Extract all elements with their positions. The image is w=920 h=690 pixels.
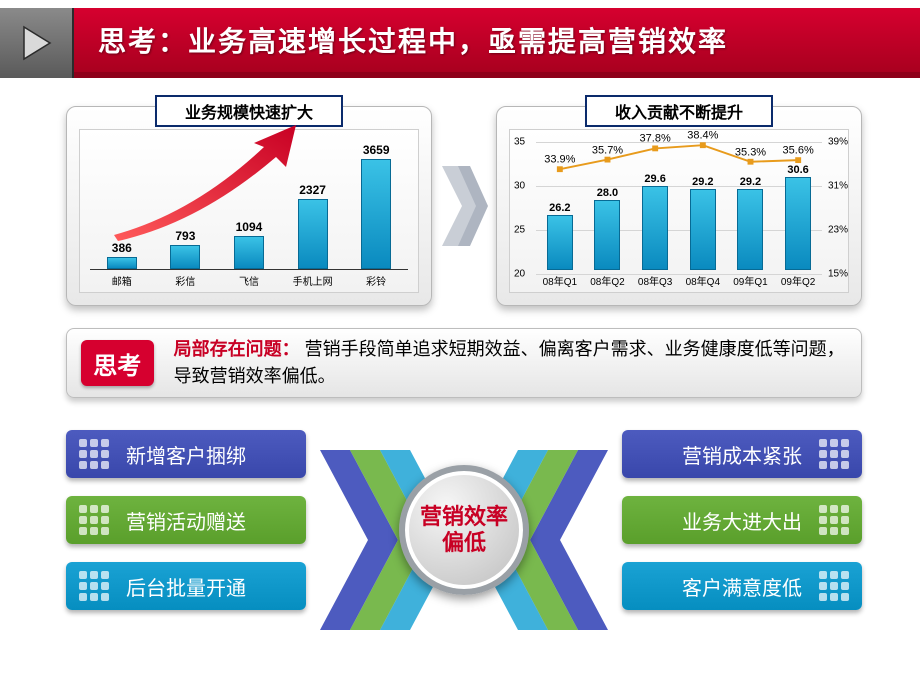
- think-highlight: 局部存在问题：: [174, 339, 300, 359]
- pill-label: 营销成本紧张: [622, 440, 816, 469]
- chart2-bar: [547, 215, 573, 270]
- chart2-yright-label: 39%: [828, 137, 848, 148]
- chart2-category-label: 08年Q2: [587, 273, 627, 288]
- dots-icon: [76, 571, 112, 601]
- chart2-yleft-label: 35: [514, 137, 525, 148]
- chart2-bar: [785, 177, 811, 270]
- center-label: 营销效率偏低: [420, 504, 508, 557]
- chart2-bar: [594, 200, 620, 270]
- chart2-title: 收入贡献不断提升: [585, 95, 773, 127]
- dots-icon: [76, 439, 112, 469]
- chart1-bar: [361, 159, 391, 269]
- right-pill-0: 营销成本紧张: [622, 430, 862, 478]
- chart2-category-label: 08年Q1: [540, 273, 580, 288]
- chart2-line-label: 37.8%: [640, 133, 671, 145]
- chart1-category-label: 邮箱: [99, 273, 145, 288]
- chart2-bar: [642, 186, 668, 270]
- chart1-bar: [170, 245, 200, 269]
- chart2-yright-label: 23%: [828, 225, 848, 236]
- chart2-value-label: 26.2: [549, 202, 570, 214]
- pill-label: 新增客户捆绑: [112, 440, 306, 469]
- pill-label: 营销活动赠送: [112, 506, 306, 535]
- chart2-category-label: 09年Q1: [730, 273, 770, 288]
- dots-icon: [76, 505, 112, 535]
- chart2-value-label: 29.2: [740, 176, 761, 188]
- chart-row: 业务规模快速扩大 386 793 1094 2327 3659: [66, 106, 862, 306]
- flow-section: 新增客户捆绑营销活动赠送后台批量开通 营销成本紧张业务大进大出客户满意度低 营销…: [66, 430, 862, 640]
- pill-label: 后台批量开通: [112, 572, 306, 601]
- chart2-value-label: 30.6: [787, 164, 808, 176]
- chart1-category-label: 飞信: [226, 273, 272, 288]
- chart1-value-label: 793: [175, 229, 195, 243]
- chart2-line-label: 35.6%: [783, 145, 814, 157]
- think-text: 局部存在问题： 营销手段简单追求短期效益、偏离客户需求、业务健康度低等问题，导致…: [174, 336, 861, 390]
- chart1-body: 386 793 1094 2327 3659 邮箱 彩信 飞信 手机上网 彩铃: [79, 129, 419, 293]
- left-pill-1: 营销活动赠送: [66, 496, 306, 544]
- chart1-value-label: 3659: [363, 143, 390, 157]
- chevron-divider-icon: [432, 146, 496, 266]
- chart2-value-label: 29.2: [692, 176, 713, 188]
- play-icon[interactable]: [0, 8, 74, 78]
- left-pill-0: 新增客户捆绑: [66, 430, 306, 478]
- chart2-category-label: 08年Q3: [635, 273, 675, 288]
- chart2-bar: [690, 189, 716, 270]
- chart1-value-label: 2327: [299, 183, 326, 197]
- think-box: 思考 局部存在问题： 营销手段简单追求短期效益、偏离客户需求、业务健康度低等问题…: [66, 328, 862, 398]
- chart1-bar: [107, 257, 137, 269]
- pill-label: 业务大进大出: [622, 506, 816, 535]
- chart2-body: 2025303515%23%31%39%26.2 28.0 29.6 29.2 …: [509, 129, 849, 293]
- chart2-category-label: 08年Q4: [683, 273, 723, 288]
- chart2-yright-label: 31%: [828, 181, 848, 192]
- right-pill-1: 业务大进大出: [622, 496, 862, 544]
- chart-card-scale: 业务规模快速扩大 386 793 1094 2327 3659: [66, 106, 432, 306]
- dots-icon: [816, 571, 852, 601]
- right-pill-2: 客户满意度低: [622, 562, 862, 610]
- title-bar: 思考：业务高速增长过程中，亟需提高营销效率: [0, 8, 920, 78]
- center-circle: 营销效率偏低: [399, 465, 529, 595]
- chart1-value-label: 1094: [236, 220, 263, 234]
- chart2-line-label: 35.7%: [592, 144, 623, 156]
- left-pill-2: 后台批量开通: [66, 562, 306, 610]
- pill-label: 客户满意度低: [622, 572, 816, 601]
- chart1-value-label: 386: [112, 241, 132, 255]
- chart2-line-label: 33.9%: [544, 154, 575, 166]
- chart2-yright-label: 15%: [828, 269, 848, 280]
- chart-card-revenue: 收入贡献不断提升 2025303515%23%31%39%26.2 28.0 2…: [496, 106, 862, 306]
- chart2-value-label: 28.0: [597, 187, 618, 199]
- chart2-yleft-label: 20: [514, 269, 525, 280]
- chart2-value-label: 29.6: [644, 173, 665, 185]
- chart1-category-label: 手机上网: [290, 273, 336, 288]
- think-badge: 思考: [81, 340, 154, 386]
- dots-icon: [816, 505, 852, 535]
- chart1-category-label: 彩铃: [353, 273, 399, 288]
- chart2-bar: [737, 189, 763, 270]
- page-title: 思考：业务高速增长过程中，亟需提高营销效率: [74, 8, 920, 78]
- chart2-category-label: 09年Q2: [778, 273, 818, 288]
- chart1-title: 业务规模快速扩大: [155, 95, 343, 127]
- dots-icon: [816, 439, 852, 469]
- chart1-category-label: 彩信: [162, 273, 208, 288]
- chart2-yleft-label: 30: [514, 181, 525, 192]
- chart2-line-label: 38.4%: [687, 130, 718, 142]
- chart2-line-label: 35.3%: [735, 146, 766, 158]
- chart2-yleft-label: 25: [514, 225, 525, 236]
- chart1-bar: [298, 199, 328, 269]
- chart1-bar: [234, 236, 264, 269]
